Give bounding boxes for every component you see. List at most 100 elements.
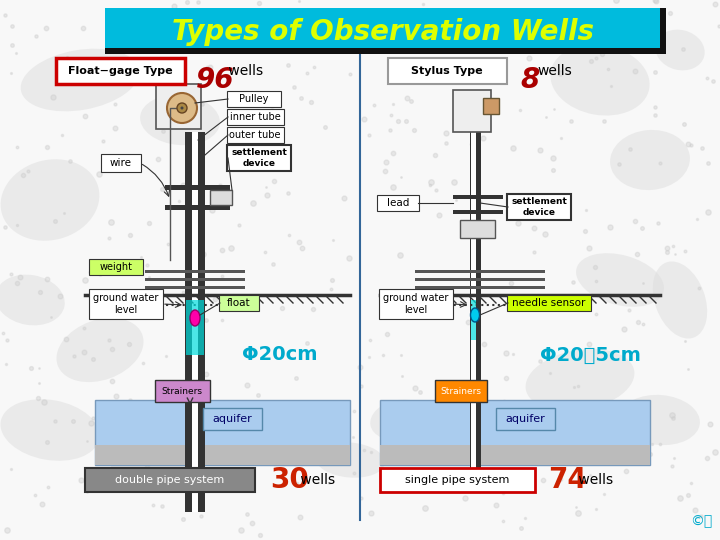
- Bar: [415, 278, 545, 281]
- Bar: [95, 400, 350, 465]
- Text: needle sensor: needle sensor: [513, 298, 585, 308]
- Bar: [453, 90, 491, 132]
- Ellipse shape: [576, 253, 664, 307]
- Text: Strainers: Strainers: [161, 387, 202, 395]
- Ellipse shape: [21, 49, 139, 111]
- Bar: [192, 132, 198, 512]
- FancyBboxPatch shape: [227, 145, 291, 171]
- FancyBboxPatch shape: [388, 58, 507, 84]
- FancyBboxPatch shape: [227, 109, 284, 125]
- Text: Types of Observation Wells: Types of Observation Wells: [172, 18, 594, 46]
- Bar: [185, 132, 192, 512]
- Bar: [415, 286, 545, 289]
- Bar: [105, 8, 662, 50]
- Bar: [105, 48, 662, 54]
- Text: ground water
level: ground water level: [383, 293, 449, 315]
- Bar: [483, 98, 499, 114]
- Ellipse shape: [1, 159, 99, 241]
- FancyBboxPatch shape: [377, 195, 419, 211]
- FancyBboxPatch shape: [507, 295, 591, 311]
- Bar: [435, 380, 487, 402]
- Ellipse shape: [550, 44, 649, 116]
- Text: 96: 96: [196, 66, 235, 94]
- Text: inner tube: inner tube: [230, 112, 280, 122]
- Ellipse shape: [620, 395, 700, 445]
- Text: wells: wells: [537, 64, 572, 78]
- FancyBboxPatch shape: [101, 154, 141, 172]
- FancyBboxPatch shape: [219, 295, 259, 311]
- Ellipse shape: [190, 310, 200, 326]
- Bar: [460, 220, 495, 238]
- Bar: [660, 8, 666, 54]
- Text: Pulley: Pulley: [239, 94, 269, 104]
- Text: ground water
level: ground water level: [94, 293, 158, 315]
- Text: Φ20～5cm: Φ20～5cm: [539, 346, 640, 365]
- Text: outer tube: outer tube: [229, 130, 281, 140]
- Bar: [471, 132, 476, 477]
- Text: wells: wells: [224, 64, 263, 78]
- Ellipse shape: [167, 93, 197, 123]
- Bar: [145, 286, 245, 289]
- Bar: [198, 132, 205, 512]
- Ellipse shape: [610, 130, 690, 190]
- FancyBboxPatch shape: [203, 408, 262, 430]
- Bar: [145, 278, 245, 281]
- Text: 8: 8: [520, 66, 539, 94]
- Ellipse shape: [1, 399, 99, 461]
- FancyBboxPatch shape: [89, 259, 143, 275]
- Bar: [476, 132, 481, 477]
- Bar: [471, 300, 476, 340]
- Ellipse shape: [110, 440, 190, 480]
- FancyBboxPatch shape: [89, 289, 163, 319]
- Ellipse shape: [0, 275, 65, 326]
- FancyBboxPatch shape: [507, 194, 571, 220]
- FancyBboxPatch shape: [56, 58, 185, 84]
- Bar: [156, 84, 201, 129]
- Text: 74: 74: [548, 466, 587, 494]
- Bar: [453, 210, 503, 214]
- Text: wells: wells: [574, 473, 613, 487]
- Text: ©明: ©明: [690, 514, 712, 528]
- Ellipse shape: [181, 106, 184, 110]
- Bar: [155, 380, 210, 402]
- Text: Float−gage Type: Float−gage Type: [68, 66, 172, 76]
- Ellipse shape: [655, 30, 705, 70]
- Bar: [470, 132, 475, 477]
- Ellipse shape: [315, 442, 385, 478]
- Bar: [145, 270, 245, 273]
- FancyBboxPatch shape: [227, 91, 281, 107]
- Text: float: float: [228, 298, 251, 308]
- Bar: [165, 205, 230, 210]
- Bar: [186, 300, 204, 355]
- Text: settlement
device: settlement device: [231, 148, 287, 168]
- Bar: [210, 190, 232, 205]
- Bar: [85, 468, 255, 492]
- Text: Stylus Type: Stylus Type: [411, 66, 483, 76]
- FancyBboxPatch shape: [227, 127, 284, 143]
- Bar: [380, 468, 535, 492]
- FancyBboxPatch shape: [379, 289, 453, 319]
- Text: settlement
device: settlement device: [511, 197, 567, 217]
- Bar: [453, 195, 503, 199]
- Text: wire: wire: [110, 158, 132, 168]
- Ellipse shape: [470, 308, 480, 322]
- Text: wells: wells: [296, 473, 335, 487]
- Text: aquifer: aquifer: [505, 414, 545, 424]
- Text: Φ20cm: Φ20cm: [242, 346, 318, 365]
- Bar: [415, 270, 545, 273]
- Text: 30: 30: [270, 466, 309, 494]
- Text: single pipe system: single pipe system: [405, 475, 509, 485]
- Bar: [380, 445, 650, 465]
- Ellipse shape: [140, 95, 220, 145]
- Bar: [95, 445, 350, 465]
- Ellipse shape: [653, 261, 707, 339]
- Ellipse shape: [526, 349, 634, 411]
- Ellipse shape: [370, 400, 430, 441]
- Bar: [380, 400, 650, 465]
- Ellipse shape: [177, 103, 187, 113]
- Ellipse shape: [56, 318, 143, 382]
- Text: lead: lead: [387, 198, 409, 208]
- Text: double pipe system: double pipe system: [115, 475, 225, 485]
- Text: weight: weight: [99, 262, 132, 272]
- Bar: [165, 185, 230, 190]
